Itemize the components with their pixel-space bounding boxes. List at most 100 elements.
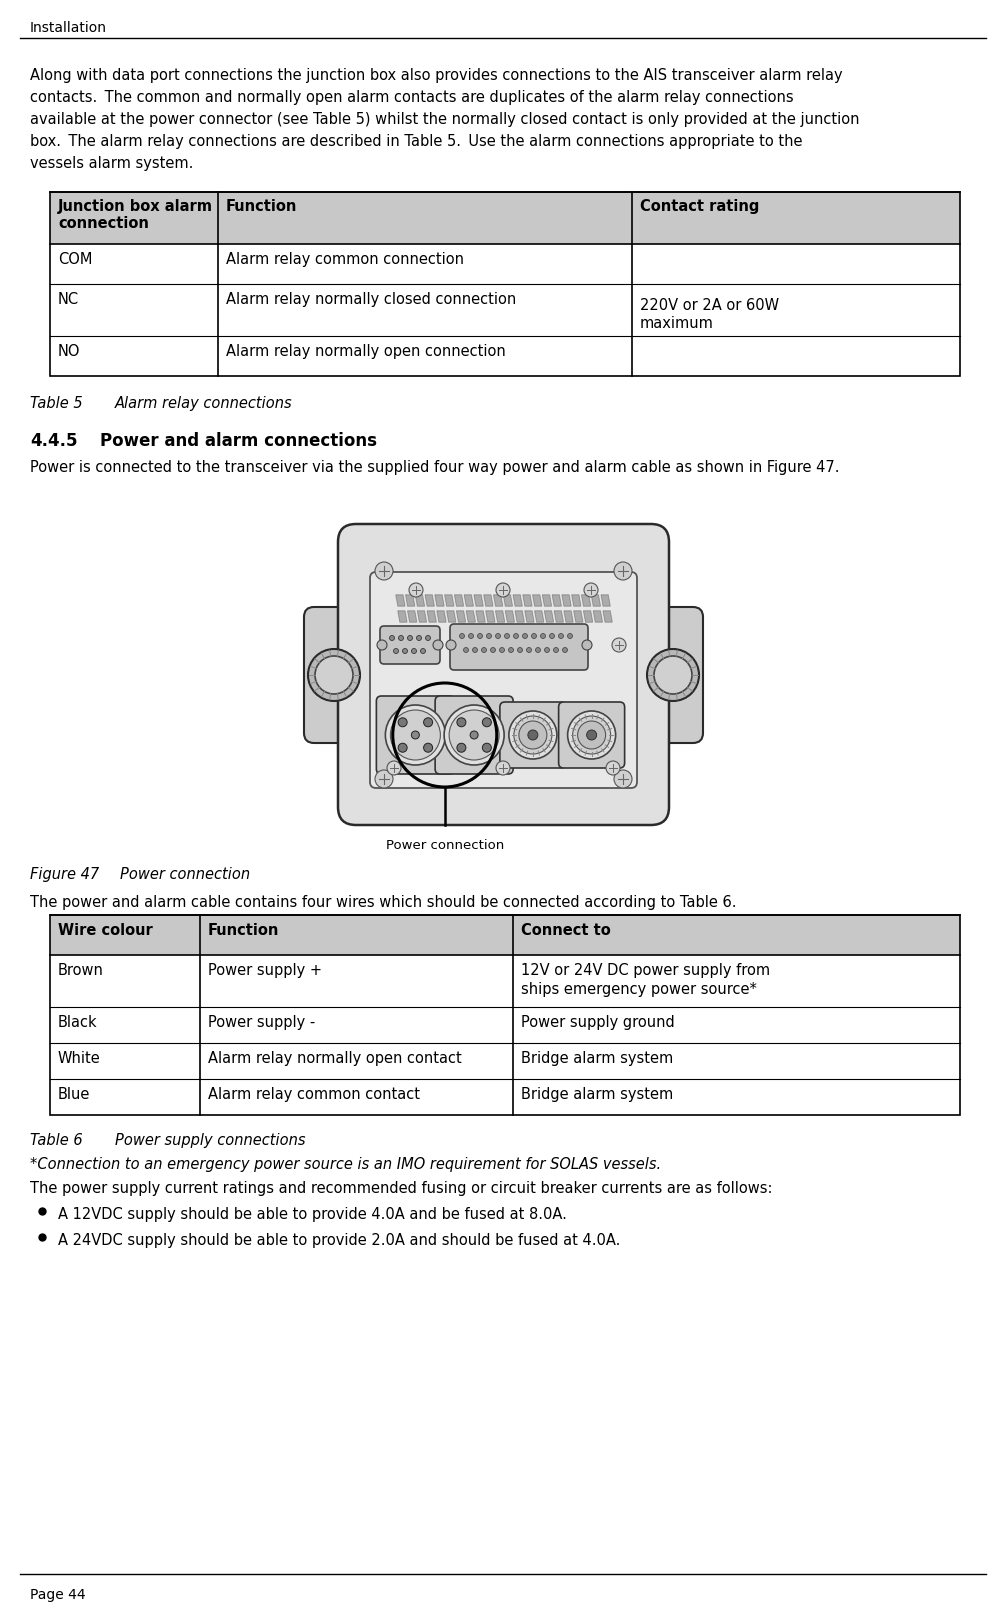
Text: Wire colour: Wire colour [58, 923, 153, 937]
Polygon shape [426, 595, 435, 606]
Circle shape [614, 769, 632, 789]
Circle shape [389, 635, 394, 640]
Polygon shape [503, 595, 512, 606]
FancyBboxPatch shape [450, 624, 588, 671]
Circle shape [469, 633, 474, 638]
Polygon shape [525, 611, 534, 622]
Polygon shape [573, 611, 582, 622]
Polygon shape [407, 611, 416, 622]
Circle shape [315, 656, 353, 693]
Circle shape [411, 730, 420, 739]
Circle shape [460, 633, 465, 638]
Text: Junction box alarm
connection: Junction box alarm connection [58, 199, 213, 231]
Polygon shape [602, 595, 610, 606]
Text: COM: COM [58, 252, 93, 267]
Polygon shape [562, 595, 571, 606]
Circle shape [567, 711, 616, 760]
Text: vessels alarm system.: vessels alarm system. [30, 157, 193, 171]
Circle shape [464, 648, 469, 653]
FancyBboxPatch shape [380, 625, 440, 664]
Circle shape [424, 718, 433, 727]
Polygon shape [594, 611, 603, 622]
Circle shape [375, 769, 393, 789]
Polygon shape [428, 611, 437, 622]
Text: Alarm relay common connection: Alarm relay common connection [226, 252, 464, 267]
Circle shape [517, 648, 522, 653]
Circle shape [377, 640, 387, 650]
Text: Alarm relay normally open connection: Alarm relay normally open connection [226, 344, 506, 359]
Text: Function: Function [208, 923, 280, 937]
Text: Power supply connections: Power supply connections [115, 1133, 306, 1147]
Text: *Connection to an emergency power source is an IMO requirement for SOLAS vessels: *Connection to an emergency power source… [30, 1157, 661, 1172]
Text: Alarm relay normally closed connection: Alarm relay normally closed connection [226, 292, 516, 307]
Text: Alarm relay connections: Alarm relay connections [115, 396, 293, 410]
Circle shape [572, 716, 611, 755]
Text: Along with data port connections the junction box also provides connections to t: Along with data port connections the jun… [30, 68, 843, 82]
Text: Connect to: Connect to [521, 923, 611, 937]
Text: Alarm relay common contact: Alarm relay common contact [208, 1088, 420, 1102]
Circle shape [496, 633, 501, 638]
Text: Bridge alarm system: Bridge alarm system [521, 1050, 673, 1067]
Text: Table 6: Table 6 [30, 1133, 82, 1147]
Polygon shape [465, 595, 473, 606]
Polygon shape [437, 611, 446, 622]
Circle shape [491, 648, 496, 653]
Circle shape [535, 648, 540, 653]
Circle shape [407, 635, 412, 640]
Circle shape [526, 648, 531, 653]
Text: ships emergency power source*: ships emergency power source* [521, 983, 757, 997]
Circle shape [606, 761, 620, 776]
Circle shape [398, 743, 407, 751]
Polygon shape [554, 611, 563, 622]
Circle shape [387, 761, 401, 776]
Circle shape [612, 638, 626, 651]
Polygon shape [535, 611, 543, 622]
Circle shape [504, 633, 509, 638]
Polygon shape [474, 595, 483, 606]
Text: A 12VDC supply should be able to provide 4.0A and be fused at 8.0A.: A 12VDC supply should be able to provide… [58, 1207, 566, 1222]
Circle shape [308, 650, 360, 701]
Polygon shape [581, 595, 591, 606]
Circle shape [446, 640, 456, 650]
Polygon shape [571, 595, 580, 606]
Circle shape [411, 648, 416, 653]
Circle shape [584, 583, 598, 596]
Text: maximum: maximum [640, 317, 714, 331]
Circle shape [385, 705, 446, 764]
Text: available at the power connector (see Table 5) whilst the normally closed contac: available at the power connector (see Ta… [30, 112, 859, 128]
Circle shape [444, 705, 504, 764]
Circle shape [540, 633, 545, 638]
Text: Blue: Blue [58, 1088, 91, 1102]
Circle shape [522, 633, 527, 638]
Text: Alarm relay normally open contact: Alarm relay normally open contact [208, 1050, 462, 1067]
Bar [50, 915, 960, 1115]
Polygon shape [445, 595, 454, 606]
Text: contacts. The common and normally open alarm contacts are duplicates of the alar: contacts. The common and normally open a… [30, 90, 794, 105]
Polygon shape [467, 611, 475, 622]
Text: Power and alarm connections: Power and alarm connections [100, 431, 377, 449]
Polygon shape [604, 611, 612, 622]
Circle shape [500, 648, 504, 653]
Polygon shape [415, 595, 425, 606]
Circle shape [416, 635, 422, 640]
Polygon shape [564, 611, 573, 622]
Text: The power and alarm cable contains four wires which should be connected accordin: The power and alarm cable contains four … [30, 895, 736, 910]
Circle shape [426, 635, 431, 640]
Circle shape [514, 716, 552, 755]
Circle shape [509, 711, 557, 760]
Circle shape [577, 721, 606, 748]
Polygon shape [513, 595, 522, 606]
Polygon shape [544, 611, 553, 622]
Circle shape [562, 648, 567, 653]
Bar [50, 915, 960, 955]
Polygon shape [505, 611, 514, 622]
Circle shape [496, 761, 510, 776]
Text: Power connection: Power connection [385, 839, 504, 852]
Circle shape [586, 730, 597, 740]
Circle shape [567, 633, 572, 638]
Circle shape [449, 709, 499, 760]
Text: Figure 47: Figure 47 [30, 868, 100, 882]
Polygon shape [494, 595, 503, 606]
Circle shape [549, 633, 554, 638]
Text: box. The alarm relay connections are described in Table 5. Use the alarm connect: box. The alarm relay connections are des… [30, 134, 803, 149]
